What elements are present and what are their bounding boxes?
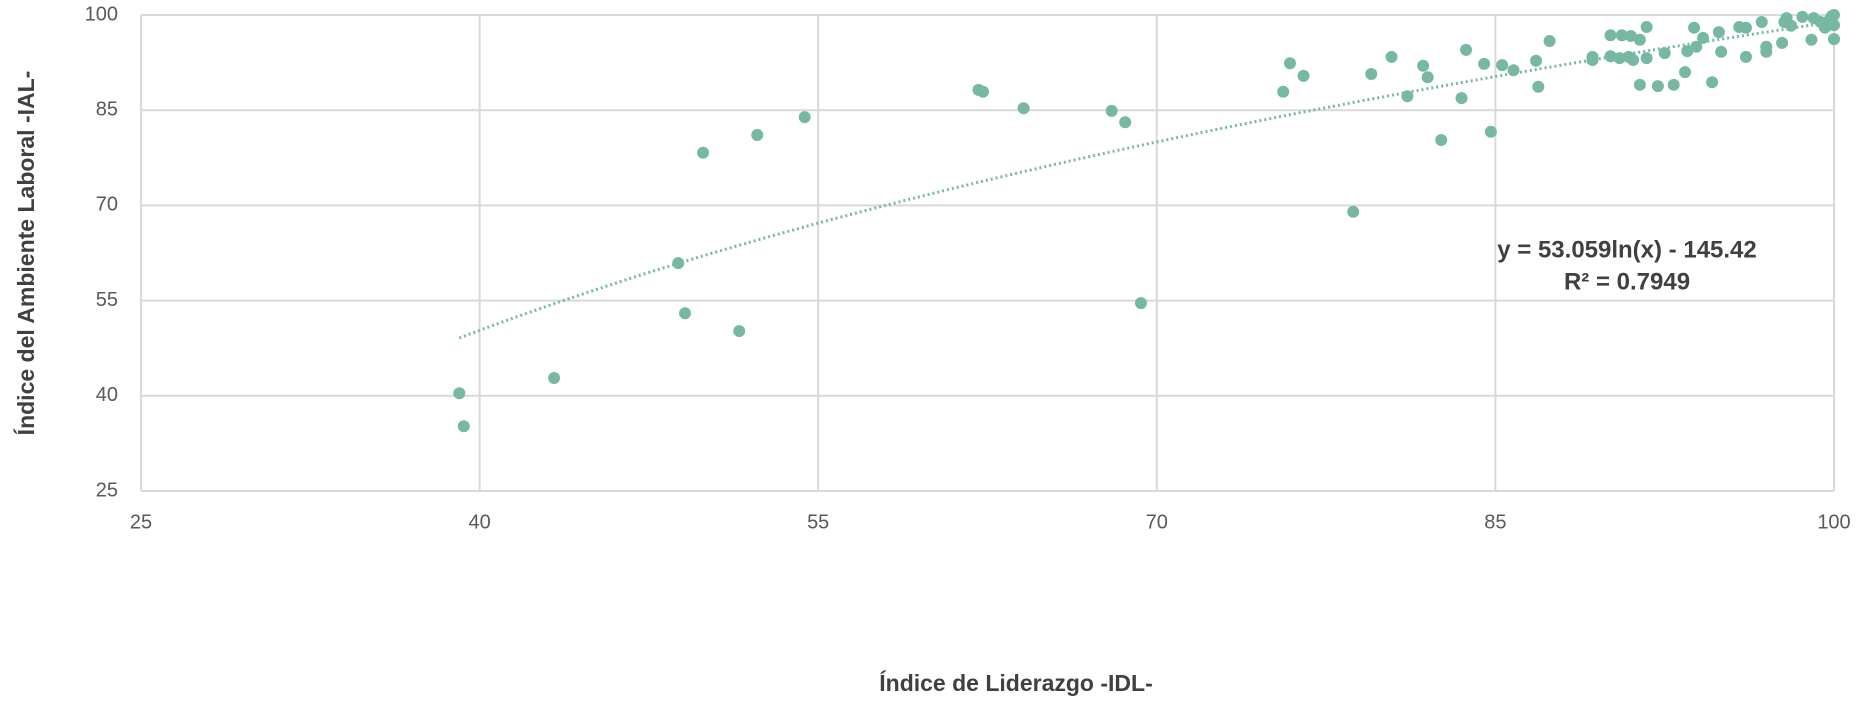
data-point [1697,31,1710,44]
data-point [1119,116,1132,129]
data-point [1496,59,1509,72]
x-tick-label: 40 [468,511,490,533]
data-point [1613,52,1626,65]
data-point [1105,104,1118,117]
data-point [798,111,811,124]
trendline-equation: y = 53.059ln(x) - 145.42 [1497,236,1757,263]
data-point [1365,68,1378,81]
data-point [1347,205,1360,218]
data-point [1681,45,1694,58]
data-point [1715,45,1728,58]
data-point [1455,92,1468,105]
y-tick-label: 85 [96,98,118,120]
data-point [1604,50,1617,63]
data-point [1658,47,1671,60]
data-point [1760,45,1773,58]
data-point [457,420,470,433]
data-point [1283,57,1296,70]
data-point [1633,78,1646,91]
data-point [1776,36,1789,49]
data-point [1484,125,1497,138]
x-tick-label: 100 [1817,511,1850,533]
data-point [1417,59,1430,72]
data-point [1401,90,1414,103]
data-point [1530,54,1543,67]
data-point [751,128,764,141]
data-point [1640,21,1653,34]
data-point [1385,50,1398,63]
data-point [679,307,692,320]
data-point [1796,10,1809,23]
x-tick-label: 25 [130,511,152,533]
x-tick-label: 85 [1484,511,1506,533]
y-tick-label: 25 [96,479,118,501]
data-point [976,85,989,98]
data-point [1688,21,1701,34]
data-point [1651,80,1664,93]
data-point [1712,26,1725,39]
data-point [1739,50,1752,63]
data-point [697,146,710,159]
data-point [1507,64,1520,77]
data-point [733,325,746,338]
data-point [1825,10,1838,23]
data-point [1805,33,1818,46]
data-point [1435,134,1448,147]
y-tick-label: 100 [85,3,118,25]
data-point [1739,21,1752,34]
data-point [548,372,561,385]
data-point [1679,66,1692,79]
x-tick-label: 55 [807,511,829,533]
data-point [1615,29,1628,42]
x-axis-title: Índice de Liderazgo -IDL- [879,669,1152,696]
data-point [1624,29,1637,42]
y-tick-label: 70 [96,194,118,216]
data-point [1134,297,1147,310]
data-point [1017,102,1030,115]
y-axis-title: Índice del Ambiente Laboral -IAL- [12,71,39,436]
data-point [1532,80,1545,93]
data-point [1633,33,1646,46]
data-point [1297,69,1310,82]
data-point [1640,52,1653,65]
trendline-r-squared: R² = 0.7949 [1564,268,1690,295]
data-point [1277,85,1290,98]
trendline [458,20,1835,340]
data-point [1586,54,1599,67]
x-tick-label: 70 [1146,511,1168,533]
data-point [1828,33,1840,46]
y-tick-label: 55 [96,289,118,311]
data-point [1667,78,1680,91]
data-point [453,387,466,400]
data-point [1706,76,1719,89]
data-point [1478,57,1491,70]
data-point [1627,54,1640,67]
data-point [1421,71,1434,84]
y-tick-label: 40 [96,384,118,406]
data-point [1604,29,1617,42]
data-point [1543,35,1556,48]
data-point [1755,15,1768,28]
data-point [1460,43,1473,56]
